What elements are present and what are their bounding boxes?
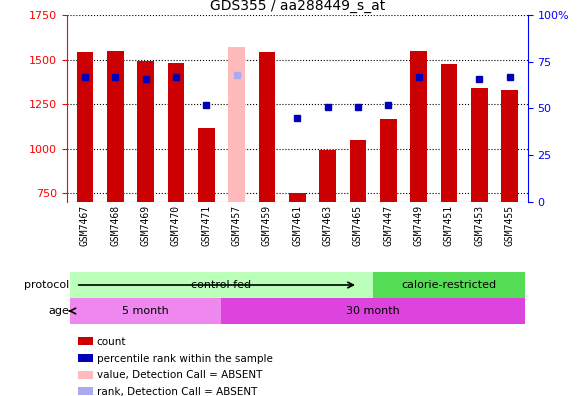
Text: percentile rank within the sample: percentile rank within the sample xyxy=(97,354,273,364)
Text: age: age xyxy=(49,306,70,316)
Bar xyxy=(229,47,245,202)
Bar xyxy=(380,119,397,202)
Bar xyxy=(259,52,276,202)
Text: count: count xyxy=(97,337,126,347)
Bar xyxy=(350,140,366,202)
Bar xyxy=(70,272,373,298)
Text: 5 month: 5 month xyxy=(122,306,169,316)
Text: calorie-restricted: calorie-restricted xyxy=(401,280,496,290)
Bar xyxy=(77,52,93,202)
Bar xyxy=(471,88,488,202)
Bar xyxy=(373,272,525,298)
Bar xyxy=(410,51,427,202)
Bar xyxy=(501,90,518,202)
Bar xyxy=(441,64,457,202)
Bar xyxy=(70,298,222,324)
Text: rank, Detection Call = ABSENT: rank, Detection Call = ABSENT xyxy=(97,387,258,396)
Bar xyxy=(319,150,336,202)
Bar xyxy=(137,61,154,202)
Text: value, Detection Call = ABSENT: value, Detection Call = ABSENT xyxy=(97,370,262,381)
Title: GDS355 / aa288449_s_at: GDS355 / aa288449_s_at xyxy=(209,0,385,13)
Bar xyxy=(168,63,184,202)
Bar xyxy=(222,298,525,324)
Bar xyxy=(107,51,124,202)
Text: protocol: protocol xyxy=(24,280,70,290)
Text: 30 month: 30 month xyxy=(346,306,400,316)
Bar xyxy=(289,194,306,202)
Bar xyxy=(198,128,215,202)
Text: control fed: control fed xyxy=(191,280,252,290)
